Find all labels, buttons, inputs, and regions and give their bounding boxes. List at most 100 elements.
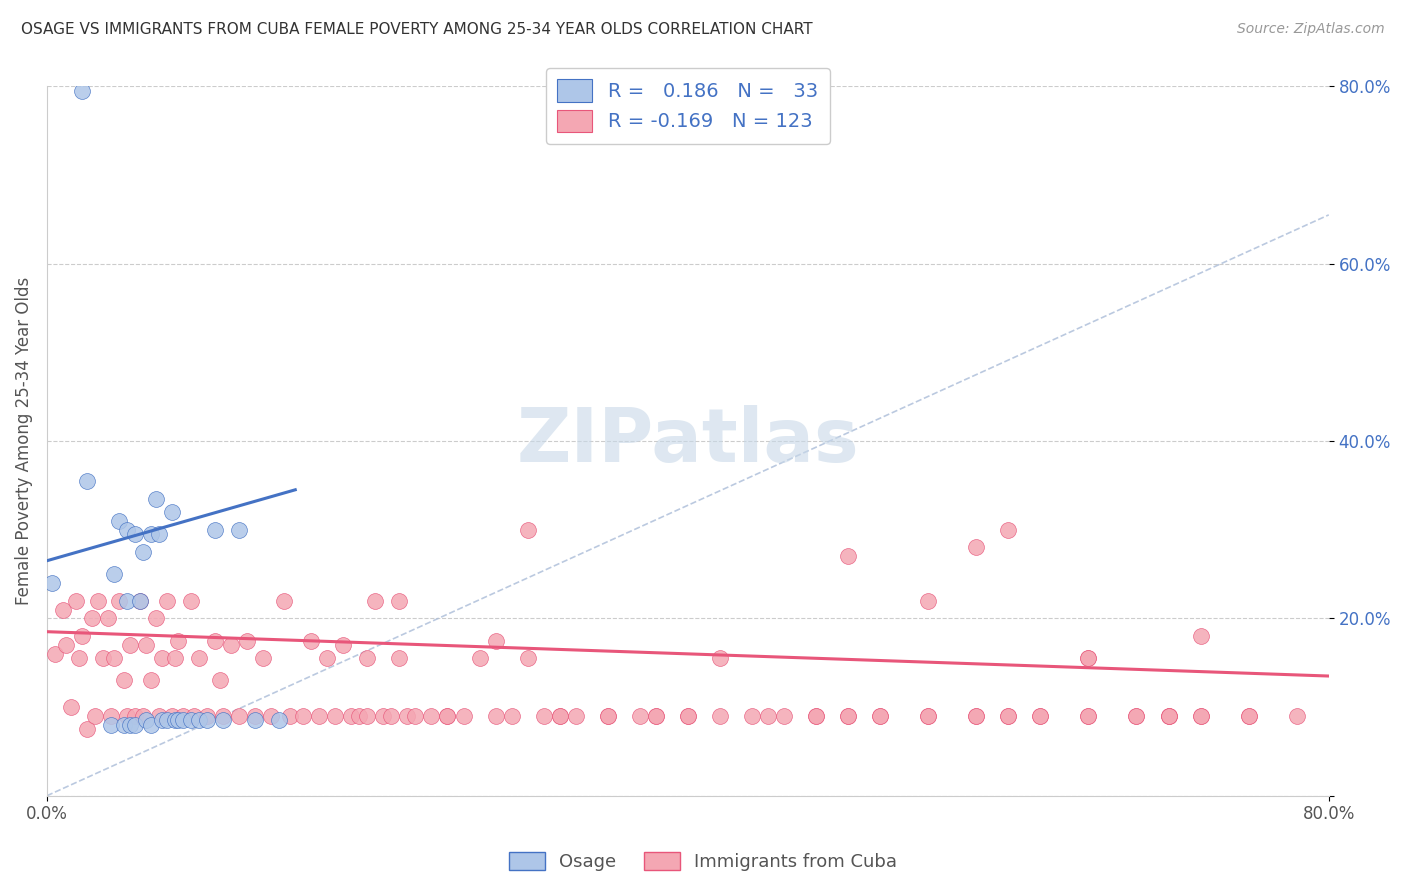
Point (1189, 709, 1212, 723)
Point (139, 718, 162, 732)
Point (533, 709, 555, 723)
Point (453, 709, 475, 723)
Point (709, 651, 731, 665)
Point (316, 651, 339, 665)
Point (299, 633, 322, 648)
Point (349, 709, 371, 723)
Point (195, 709, 218, 723)
Point (396, 709, 419, 723)
Point (150, 714, 173, 728)
Point (965, 541, 987, 555)
Point (108, 593, 131, 607)
Point (80, 611, 103, 625)
Point (245, 714, 267, 728)
Point (644, 709, 666, 723)
Point (160, 505, 183, 519)
Point (172, 709, 194, 723)
Point (135, 714, 157, 728)
Point (100, 718, 122, 732)
Point (115, 709, 138, 723)
Point (388, 651, 411, 665)
Point (70, 629, 93, 643)
Point (167, 714, 190, 728)
Point (837, 709, 859, 723)
Point (128, 593, 150, 607)
Point (219, 638, 242, 652)
Point (269, 714, 291, 728)
Point (145, 611, 167, 625)
Point (1125, 709, 1147, 723)
Point (1077, 709, 1099, 723)
Point (52, 602, 75, 616)
Point (1029, 709, 1052, 723)
Point (183, 709, 205, 723)
Point (323, 709, 346, 723)
Point (1157, 709, 1180, 723)
Point (150, 651, 173, 665)
Point (160, 709, 183, 723)
Point (628, 709, 651, 723)
Point (87, 593, 110, 607)
Point (132, 545, 155, 559)
Point (869, 709, 891, 723)
Point (380, 709, 402, 723)
Point (997, 523, 1019, 537)
Point (564, 709, 586, 723)
Point (917, 709, 939, 723)
Point (965, 709, 987, 723)
Point (212, 714, 235, 728)
Point (252, 651, 274, 665)
Point (204, 633, 226, 648)
Point (115, 593, 138, 607)
Point (997, 709, 1019, 723)
Point (41, 575, 63, 590)
Point (120, 638, 142, 652)
Point (165, 651, 187, 665)
Point (139, 527, 162, 541)
Point (120, 718, 142, 732)
Point (1029, 709, 1052, 723)
Point (548, 709, 571, 723)
Point (91, 651, 114, 665)
Point (212, 709, 235, 723)
Point (917, 709, 939, 723)
Point (55, 638, 77, 652)
Point (172, 714, 194, 728)
Point (644, 709, 666, 723)
Point (76, 474, 98, 488)
Point (516, 651, 538, 665)
Point (156, 593, 179, 607)
Point (308, 709, 330, 723)
Point (84, 709, 107, 723)
Point (1189, 629, 1212, 643)
Point (245, 709, 267, 723)
Point (997, 709, 1019, 723)
Point (364, 593, 387, 607)
Point (59, 700, 82, 714)
Point (1157, 709, 1180, 723)
Point (228, 523, 250, 537)
Point (1077, 651, 1099, 665)
Point (195, 714, 218, 728)
Text: OSAGE VS IMMIGRANTS FROM CUBA FEMALE POVERTY AMONG 25-34 YEAR OLDS CORRELATION C: OSAGE VS IMMIGRANTS FROM CUBA FEMALE POV… (21, 22, 813, 37)
Point (112, 718, 135, 732)
Point (236, 633, 259, 648)
Point (124, 709, 146, 723)
Point (280, 709, 302, 723)
Point (1285, 709, 1308, 723)
Point (260, 709, 283, 723)
Point (965, 709, 987, 723)
Point (67, 651, 90, 665)
Point (1237, 709, 1260, 723)
Point (484, 709, 506, 723)
Point (436, 709, 458, 723)
Point (404, 709, 426, 723)
Point (180, 714, 202, 728)
Point (188, 714, 211, 728)
Point (773, 709, 796, 723)
Point (804, 709, 827, 723)
Point (676, 709, 699, 723)
Point (97, 611, 120, 625)
Point (1189, 709, 1212, 723)
Point (917, 593, 939, 607)
